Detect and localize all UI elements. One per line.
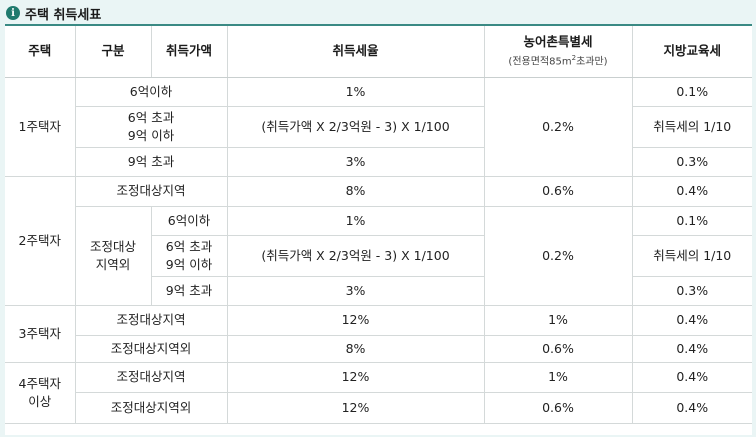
division-cell: 조정대상지역외 [74, 391, 228, 424]
tax-table-container: 주택 구분 취득가액 취득세율 농어촌특별세 (전용면적85m2초과만) 지방교… [5, 24, 752, 435]
table-row: 2주택자 조정대상지역 8% 0.6% 0.4% [5, 175, 752, 306]
rate-cell: 12% [226, 304, 485, 336]
house-label-4: 4주택자 이상 [5, 361, 76, 424]
edu-tax-cell: 0.4% [631, 361, 752, 393]
table-row: 6억 초과 9억 이하 (취득가액 X 2/3억원 - 3) X 1/100 취… [5, 234, 752, 277]
edu-tax-cell: 0.1% [631, 205, 752, 236]
table-row: 9억 초과 3% 0.3% [5, 146, 752, 177]
rural-tax-cell: 0.2% [483, 76, 633, 177]
rate-cell: 1% [226, 205, 485, 236]
division-cell: 조정대상 지역외 [74, 205, 152, 306]
rural-tax-cell: 1% [483, 304, 633, 336]
edu-tax-cell: 0.1% [631, 76, 752, 107]
price-cell: 6억이하 [150, 205, 228, 236]
col-header-edu-tax: 지방교육세 [631, 24, 752, 78]
rate-cell: 8% [226, 334, 485, 363]
edu-tax-cell: 취득세의 1/10 [631, 105, 752, 148]
table-row: 6억 초과 9억 이하 (취득가액 X 2/3억원 - 3) X 1/100 취… [5, 105, 752, 148]
edu-tax-cell: 0.4% [631, 334, 752, 363]
rural-tax-cell: 0.6% [483, 334, 633, 363]
rural-tax-cell: 0.6% [483, 391, 633, 424]
section-header: i 주택 취득세표 [6, 2, 101, 24]
col-header-rural-tax: 농어촌특별세 (전용면적85m2초과만) [483, 24, 633, 78]
house-label-3: 3주택자 [5, 304, 76, 363]
rate-cell: (취득가액 X 2/3억원 - 3) X 1/100 [226, 234, 485, 277]
page-title: 주택 취득세표 [25, 7, 102, 23]
edu-tax-cell: 0.4% [631, 304, 752, 336]
table-row: 3주택자 조정대상지역 12% 1% 0.4% [5, 304, 752, 363]
price-cell: 9억 초과 [150, 275, 228, 306]
rural-tax-cell: 0.2% [483, 205, 633, 306]
rate-cell: 1% [226, 76, 485, 107]
edu-tax-cell: 0.4% [631, 391, 752, 424]
edu-tax-cell: 0.4% [631, 175, 752, 207]
col-header-division: 구분 [74, 24, 152, 78]
edu-tax-cell: 취득세의 1/10 [631, 234, 752, 277]
house-label-2: 2주택자 [5, 175, 76, 306]
division-cell: 9억 초과 [74, 146, 228, 177]
division-cell: 조정대상지역 [74, 175, 228, 207]
division-cell: 6억 초과 9억 이하 [74, 105, 228, 148]
rate-cell: 3% [226, 146, 485, 177]
table-header-row: 주택 구분 취득가액 취득세율 농어촌특별세 (전용면적85m2초과만) 지방교… [5, 24, 752, 78]
division-cell: 조정대상지역외 [74, 334, 228, 363]
rate-cell: (취득가액 X 2/3억원 - 3) X 1/100 [226, 105, 485, 148]
rural-tax-sublabel: (전용면적85m2초과만) [508, 54, 608, 68]
rate-cell: 12% [226, 391, 485, 424]
house-label-1: 1주택자 [5, 76, 76, 177]
edu-tax-cell: 0.3% [631, 275, 752, 306]
table-row: 4주택자 이상 조정대상지역 12% 1% 0.4% [5, 361, 752, 424]
edu-tax-cell: 0.3% [631, 146, 752, 177]
table-row: 조정대상지역외 8% 0.6% 0.4% [5, 334, 752, 363]
col-header-house: 주택 [5, 24, 76, 78]
table-row: 조정대상 지역외 6억이하 1% 0.2% 0.1% [5, 205, 752, 306]
rural-tax-label: 농어촌특별세 [523, 34, 593, 50]
info-icon: i [6, 6, 20, 20]
rate-cell: 3% [226, 275, 485, 306]
price-cell: 6억 초과 9억 이하 [150, 234, 228, 277]
rate-cell: 8% [226, 175, 485, 207]
table-row: 1주택자 6억이하 1% 0.2% 0.1% [5, 76, 752, 177]
division-cell: 조정대상지역 [74, 304, 228, 336]
rural-tax-cell: 0.6% [483, 175, 633, 207]
acquisition-tax-table: 주택 구분 취득가액 취득세율 농어촌특별세 (전용면적85m2초과만) 지방교… [5, 24, 752, 424]
rural-tax-cell: 1% [483, 361, 633, 393]
division-cell: 6억이하 [74, 76, 228, 107]
rate-cell: 12% [226, 361, 485, 393]
table-row: 조정대상지역외 12% 0.6% 0.4% [5, 391, 752, 424]
division-cell: 조정대상지역 [74, 361, 228, 393]
col-header-rate: 취득세율 [226, 24, 485, 78]
col-header-price: 취득가액 [150, 24, 228, 78]
